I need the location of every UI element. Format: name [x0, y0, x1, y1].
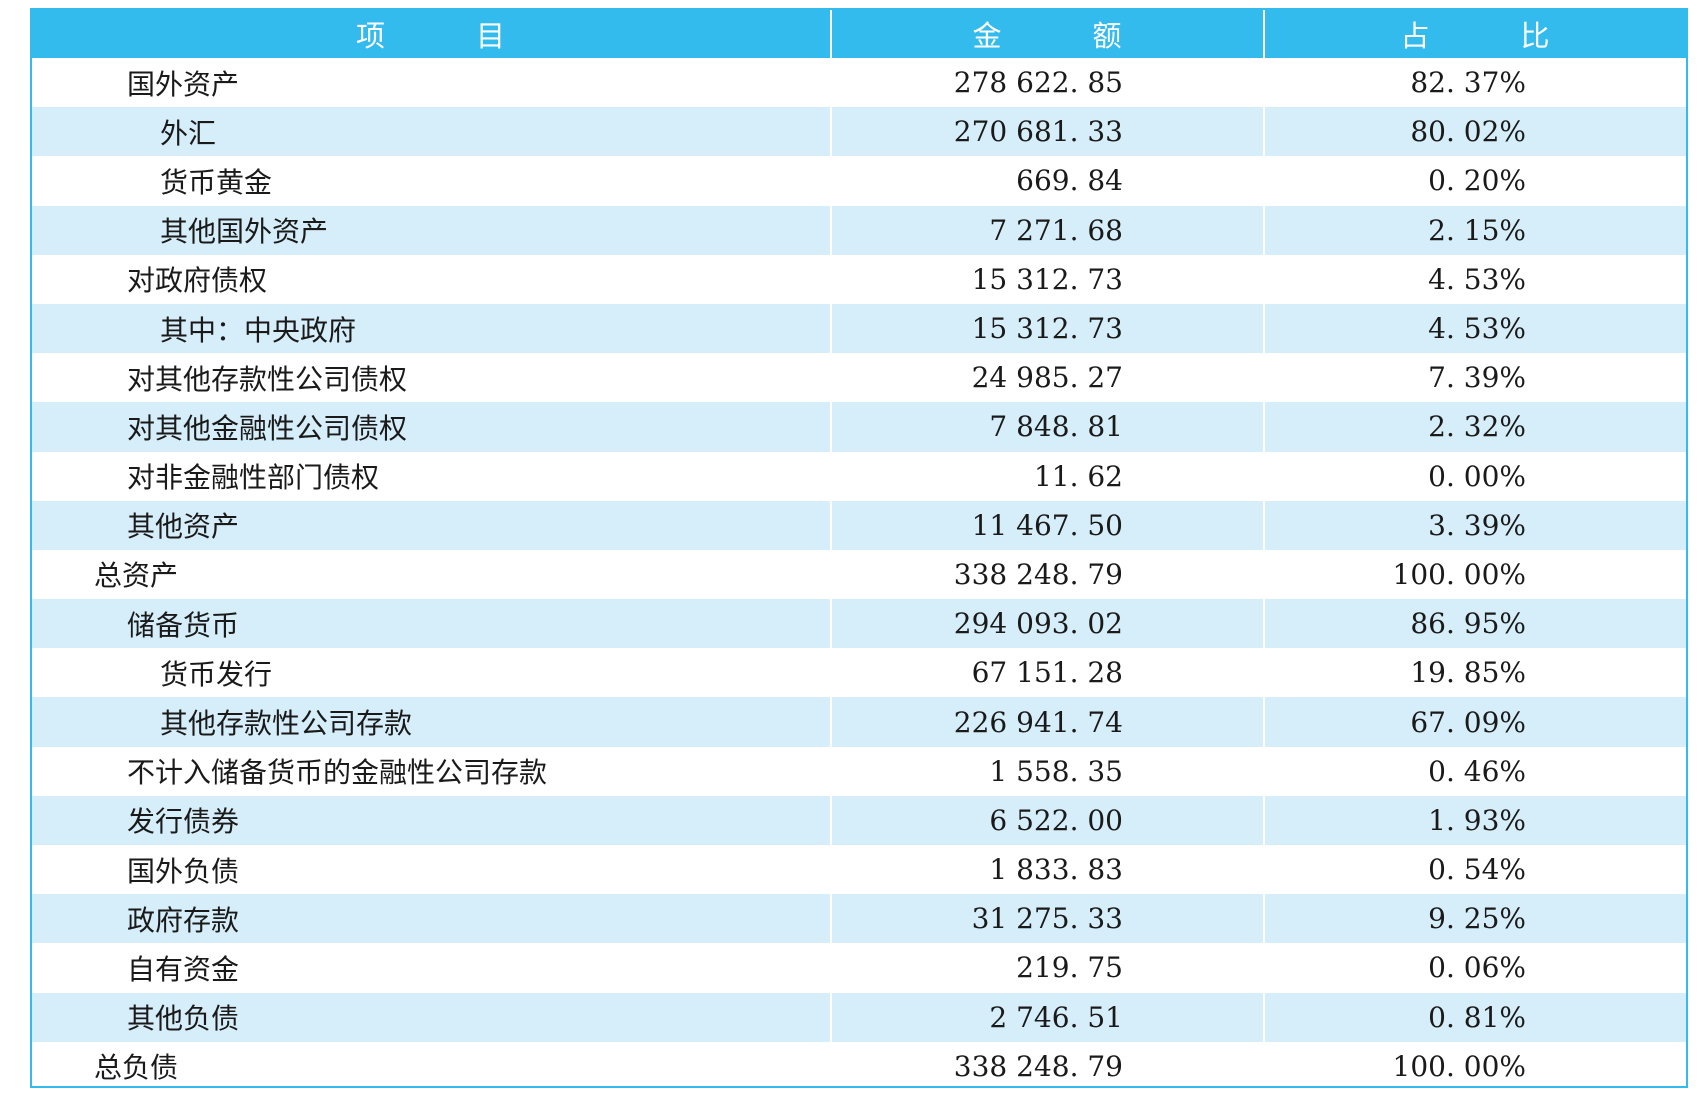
row-label: 其他负债 — [32, 992, 832, 1042]
table-body: 国外资产 278 622. 85 82. 37% 外汇 270 681. 33 80. 0… — [32, 58, 1686, 1086]
balance-sheet-table-frame: 项 目 金 额 占 比 国外资产 278 622. 85 82. 37% 外汇 270 … — [30, 8, 1688, 1088]
row-share: 19. 85% — [1410, 656, 1526, 690]
row-share: 0. 06% — [1428, 951, 1526, 985]
row-share: 7. 39% — [1428, 361, 1526, 395]
row-share: 100. 00% — [1392, 1049, 1526, 1083]
table-row: 政府存款 31 275. 33 9. 25% — [32, 894, 1686, 944]
row-label: 其中：中央政府 — [32, 303, 832, 354]
row-label: 不计入储备货币的金融性公司存款 — [32, 746, 832, 796]
header-amount: 金 额 — [831, 10, 1265, 58]
table-row: 货币发行 67 151. 28 19. 85% — [32, 648, 1686, 698]
row-share: 0. 46% — [1428, 754, 1526, 788]
row-amount: 24 985. 27 — [831, 353, 1265, 403]
table-row: 货币黄金 669. 84 0. 20% — [32, 156, 1686, 206]
header-row: 项 目 金 额 占 比 — [32, 10, 1686, 58]
row-amount: 270 681. 33 — [831, 107, 1265, 157]
row-share: 0. 81% — [1428, 1000, 1526, 1034]
row-share: 0. 00% — [1428, 459, 1526, 493]
row-amount: 226 941. 74 — [831, 697, 1265, 747]
row-label: 发行债券 — [32, 795, 832, 845]
row-share: 100. 00% — [1392, 557, 1526, 591]
row-amount: 219. 75 — [831, 943, 1265, 993]
table-row: 其他资产 11 467. 50 3. 39% — [32, 500, 1686, 550]
table-row: 总资产 338 248. 79 100. 00% — [32, 549, 1686, 600]
row-amount: 67 151. 28 — [831, 648, 1265, 698]
row-label: 对非金融性部门债权 — [32, 451, 832, 501]
table-row: 对非金融性部门债权 11. 62 0. 00% — [32, 451, 1686, 501]
row-share: 9. 25% — [1428, 902, 1526, 936]
row-amount: 11. 62 — [831, 451, 1265, 501]
row-amount: 2 746. 51 — [831, 992, 1265, 1042]
table-row: 发行债券 6 522. 00 1. 93% — [32, 795, 1686, 845]
row-share: 3. 39% — [1428, 508, 1526, 542]
row-label: 自有资金 — [32, 943, 832, 993]
balance-sheet-table: 项 目 金 额 占 比 国外资产 278 622. 85 82. 37% 外汇 270 … — [32, 10, 1686, 1086]
row-label: 国外负债 — [32, 845, 832, 895]
table-row: 总负债 338 248. 79 100. 00% — [32, 1041, 1686, 1086]
row-share: 67. 09% — [1410, 705, 1526, 739]
row-label: 国外资产 — [32, 58, 832, 108]
table-row: 国外资产 278 622. 85 82. 37% — [32, 58, 1686, 108]
table-row: 其他负债 2 746. 51 0. 81% — [32, 992, 1686, 1042]
row-amount: 294 093. 02 — [831, 599, 1265, 649]
row-share: 1. 93% — [1428, 803, 1526, 837]
row-share: 86. 95% — [1410, 607, 1526, 641]
row-share: 80. 02% — [1410, 115, 1526, 149]
table-row: 外汇 270 681. 33 80. 02% — [32, 107, 1686, 157]
row-share: 2. 15% — [1428, 213, 1526, 247]
row-label: 对政府债权 — [32, 254, 832, 304]
row-label: 货币发行 — [32, 648, 832, 698]
row-share: 2. 32% — [1428, 410, 1526, 444]
row-amount: 669. 84 — [831, 156, 1265, 206]
table-row: 对其他存款性公司债权 24 985. 27 7. 39% — [32, 353, 1686, 403]
table-row: 储备货币 294 093. 02 86. 95% — [32, 599, 1686, 649]
row-label: 政府存款 — [32, 894, 832, 944]
row-amount: 1 833. 83 — [831, 845, 1265, 895]
row-amount: 278 622. 85 — [831, 58, 1265, 108]
row-label: 货币黄金 — [32, 156, 832, 206]
row-amount: 338 248. 79 — [831, 549, 1265, 600]
table-header: 项 目 金 额 占 比 — [32, 10, 1686, 58]
row-share: 4. 53% — [1428, 262, 1526, 296]
row-label: 其他存款性公司存款 — [32, 697, 832, 747]
table-row: 其中：中央政府 15 312. 73 4. 53% — [32, 303, 1686, 354]
row-label: 其他资产 — [32, 500, 832, 550]
row-amount: 1 558. 35 — [831, 746, 1265, 796]
table-row: 其他国外资产 7 271. 68 2. 15% — [32, 205, 1686, 255]
row-amount: 6 522. 00 — [831, 795, 1265, 845]
row-share: 0. 20% — [1428, 164, 1526, 198]
header-item: 项 目 — [32, 10, 832, 58]
row-label: 外汇 — [32, 107, 832, 157]
table-row: 对其他金融性公司债权 7 848. 81 2. 32% — [32, 402, 1686, 452]
row-share: 0. 54% — [1428, 853, 1526, 887]
table-row: 国外负债 1 833. 83 0. 54% — [32, 845, 1686, 895]
row-share: 82. 37% — [1410, 66, 1526, 100]
row-amount: 7 271. 68 — [831, 205, 1265, 255]
row-label: 对其他金融性公司债权 — [32, 402, 832, 452]
row-label: 总负债 — [32, 1041, 832, 1086]
row-amount: 31 275. 33 — [831, 894, 1265, 944]
row-amount: 15 312. 73 — [831, 303, 1265, 354]
row-amount: 11 467. 50 — [831, 500, 1265, 550]
table-row: 自有资金 219. 75 0. 06% — [32, 943, 1686, 993]
table-row: 不计入储备货币的金融性公司存款 1 558. 35 0. 46% — [32, 746, 1686, 796]
row-label: 其他国外资产 — [32, 205, 832, 255]
row-amount: 7 848. 81 — [831, 402, 1265, 452]
table-row: 其他存款性公司存款 226 941. 74 67. 09% — [32, 697, 1686, 747]
row-label: 总资产 — [32, 549, 832, 600]
row-label: 储备货币 — [32, 599, 832, 649]
row-amount: 15 312. 73 — [831, 254, 1265, 304]
header-share: 占 比 — [1400, 19, 1551, 53]
table-row: 对政府债权 15 312. 73 4. 53% — [32, 254, 1686, 304]
row-label: 对其他存款性公司债权 — [32, 353, 832, 403]
row-amount: 338 248. 79 — [831, 1041, 1265, 1086]
row-share: 4. 53% — [1428, 312, 1526, 346]
